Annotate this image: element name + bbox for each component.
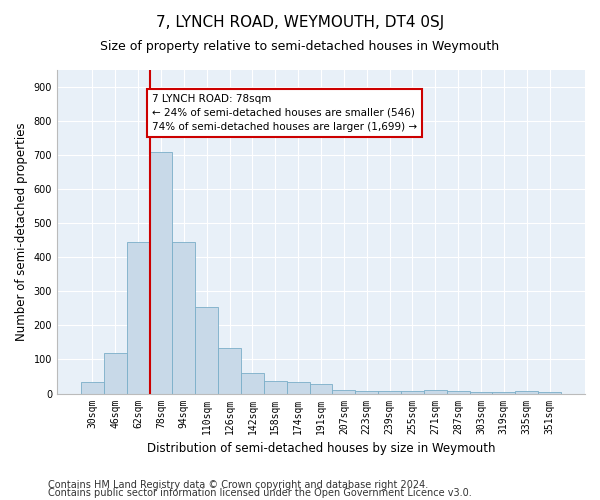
Bar [355, 391, 378, 394]
Bar [149, 152, 172, 394]
Text: 7, LYNCH ROAD, WEYMOUTH, DT4 0SJ: 7, LYNCH ROAD, WEYMOUTH, DT4 0SJ [156, 15, 444, 30]
Bar [310, 384, 332, 394]
Bar [538, 392, 561, 394]
X-axis label: Distribution of semi-detached houses by size in Weymouth: Distribution of semi-detached houses by … [147, 442, 495, 455]
Bar [378, 391, 401, 394]
Bar [81, 382, 104, 394]
Bar [332, 390, 355, 394]
Bar [218, 348, 241, 394]
Bar [241, 373, 264, 394]
Text: Contains HM Land Registry data © Crown copyright and database right 2024.: Contains HM Land Registry data © Crown c… [48, 480, 428, 490]
Bar [401, 391, 424, 394]
Bar [470, 392, 493, 394]
Text: Size of property relative to semi-detached houses in Weymouth: Size of property relative to semi-detach… [100, 40, 500, 53]
Bar [424, 390, 446, 394]
Bar [104, 352, 127, 394]
Bar [195, 306, 218, 394]
Bar [287, 382, 310, 394]
Y-axis label: Number of semi-detached properties: Number of semi-detached properties [15, 122, 28, 341]
Bar [172, 242, 195, 394]
Bar [446, 391, 470, 394]
Text: Contains public sector information licensed under the Open Government Licence v3: Contains public sector information licen… [48, 488, 472, 498]
Bar [493, 392, 515, 394]
Bar [127, 242, 149, 394]
Bar [515, 391, 538, 394]
Text: 7 LYNCH ROAD: 78sqm
← 24% of semi-detached houses are smaller (546)
74% of semi-: 7 LYNCH ROAD: 78sqm ← 24% of semi-detach… [152, 94, 417, 132]
Bar [264, 380, 287, 394]
